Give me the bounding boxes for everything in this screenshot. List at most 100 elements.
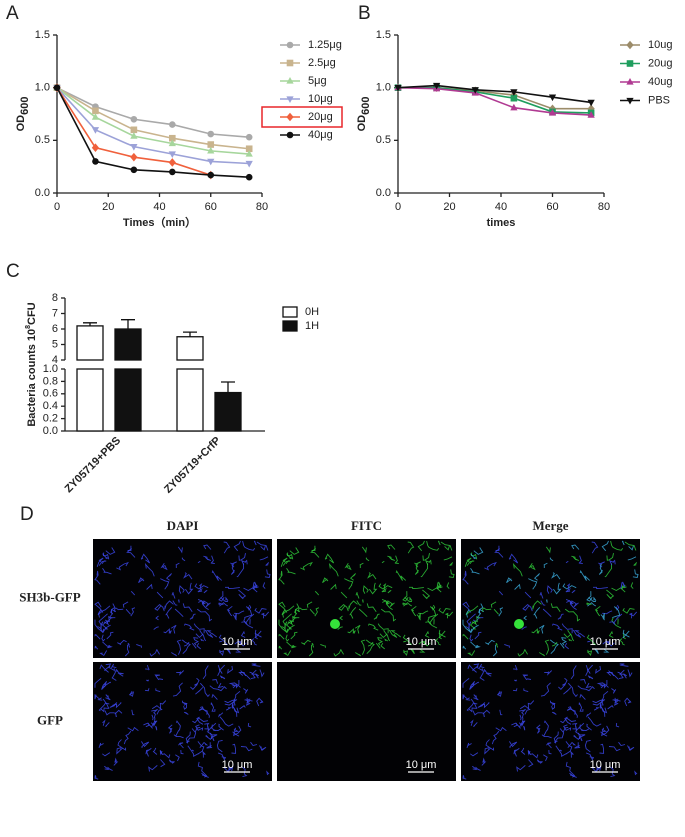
cell <box>355 652 362 657</box>
cell <box>592 698 604 708</box>
cell <box>219 716 234 727</box>
cell <box>462 694 468 700</box>
cell <box>409 586 424 589</box>
cell <box>566 600 577 610</box>
cell <box>561 623 573 634</box>
cell <box>373 613 380 620</box>
series-line <box>56 87 250 178</box>
cell <box>298 607 308 612</box>
cell <box>156 591 164 599</box>
cell <box>387 555 396 561</box>
cell <box>282 613 292 626</box>
cell <box>117 639 127 645</box>
cell <box>404 596 412 602</box>
cell <box>195 687 204 695</box>
cell <box>136 643 142 648</box>
cell <box>282 560 291 566</box>
cell <box>339 615 343 621</box>
cell <box>145 664 150 671</box>
cell <box>235 680 241 689</box>
cell <box>238 639 247 647</box>
cell <box>254 608 267 614</box>
y-tick-label: 0.8 <box>43 375 58 387</box>
cell <box>523 615 527 621</box>
micrograph: 10 μm <box>461 539 640 658</box>
cell <box>470 682 475 688</box>
cell <box>628 545 634 551</box>
cell <box>243 688 249 694</box>
cell <box>394 555 399 565</box>
cell <box>539 592 544 599</box>
cell <box>611 587 626 593</box>
row-header: GFP <box>37 712 63 727</box>
x-tick-label: 80 <box>598 201 610 213</box>
cell <box>436 582 439 589</box>
cell <box>619 669 627 679</box>
cell <box>449 562 454 566</box>
cell <box>286 567 296 575</box>
cell <box>152 747 158 755</box>
cell <box>465 697 471 701</box>
cell <box>609 559 614 566</box>
data-point <box>432 82 441 90</box>
cell <box>538 624 545 634</box>
legend-highlight <box>261 106 343 128</box>
cell <box>565 741 573 755</box>
cell <box>231 743 237 754</box>
cell <box>417 540 425 552</box>
cell <box>567 629 575 642</box>
series-line <box>397 86 592 116</box>
cell <box>410 605 417 617</box>
bar-upper <box>114 328 142 361</box>
cell <box>490 601 497 608</box>
cell <box>349 573 356 581</box>
cell <box>211 569 223 581</box>
cell <box>482 709 491 715</box>
cell <box>587 675 594 680</box>
cell <box>107 766 113 771</box>
cell <box>94 678 102 688</box>
cell <box>116 747 124 755</box>
cell <box>224 698 236 708</box>
y-tick-label: 0.4 <box>43 400 58 412</box>
cell <box>314 591 320 596</box>
cell <box>548 750 552 755</box>
cell <box>546 742 552 749</box>
panel-letter: A <box>6 3 19 24</box>
x-tick-label: ZY05719+PBS <box>63 435 124 496</box>
cell <box>425 559 430 566</box>
cell <box>593 586 608 589</box>
cell <box>241 613 255 625</box>
cell <box>485 739 495 751</box>
cell <box>601 727 608 733</box>
cell <box>481 757 487 766</box>
cell <box>491 730 500 745</box>
cell <box>448 569 455 579</box>
cell <box>549 557 554 562</box>
cell <box>564 608 581 622</box>
legend-marker <box>286 112 294 122</box>
cell <box>484 561 497 571</box>
legend-marker <box>626 97 634 105</box>
cell <box>94 619 103 633</box>
legend-marker <box>626 60 634 67</box>
bar-upper <box>176 336 204 361</box>
y-tick-label: 1.0 <box>35 82 50 94</box>
cell <box>387 544 396 550</box>
cell <box>149 649 160 657</box>
legend-marker <box>626 40 634 50</box>
cell <box>193 623 205 634</box>
data-point <box>130 126 138 134</box>
data-point <box>53 84 61 91</box>
legend-marker <box>286 59 294 67</box>
cell <box>212 679 219 684</box>
cell <box>223 541 231 554</box>
cell <box>225 586 240 589</box>
cell <box>568 638 573 642</box>
data-point <box>207 146 215 154</box>
cell <box>203 589 208 594</box>
cell <box>311 642 315 648</box>
cell <box>627 669 633 678</box>
cell <box>377 623 389 634</box>
cell <box>168 759 175 764</box>
